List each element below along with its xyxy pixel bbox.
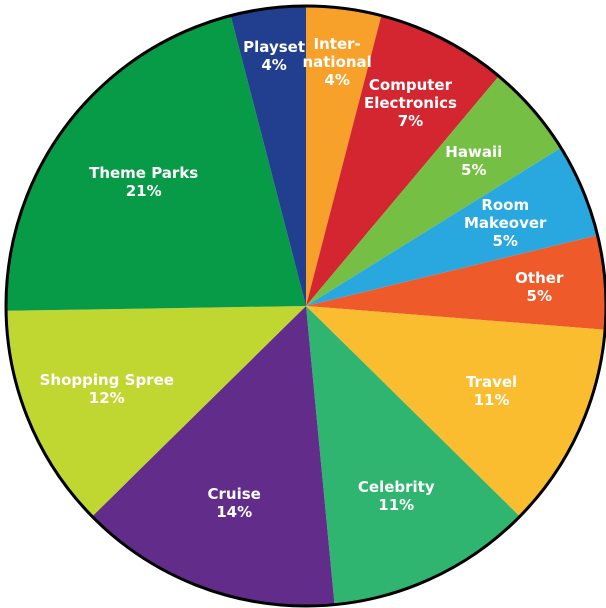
category-label: Shopping Spree [39, 371, 174, 390]
value-label: 11% [378, 495, 415, 514]
category-label: Celebrity [357, 477, 435, 496]
pie-slice [306, 147, 598, 306]
pie-slice [230, 6, 306, 306]
slice-label: Theme Parks 21% [89, 164, 198, 200]
value-label: 4% [324, 70, 350, 89]
slice-label: Other 5% [515, 269, 563, 305]
pie-slice [306, 306, 606, 517]
pie-outline [4, 4, 606, 608]
value-label: 12% [88, 389, 125, 408]
pie-slice [92, 306, 335, 606]
category-label: Travel [465, 372, 518, 391]
category-label: Room Makeover [463, 195, 547, 232]
pie-slice [306, 15, 499, 307]
pie-slice [306, 6, 382, 306]
slice-label: Cruise 14% [208, 485, 261, 521]
category-label: Computer Electronics [363, 76, 457, 113]
value-label: 5% [526, 287, 552, 306]
value-label: 4% [261, 56, 287, 75]
pie-slice [306, 235, 606, 330]
pie-slice [6, 306, 307, 517]
slice-label: Computer Electronics 7% [364, 76, 457, 130]
pie-slice [306, 76, 561, 306]
slice-label: Playset 4% [243, 38, 305, 74]
value-label: 11% [473, 390, 510, 409]
pie-slice [5, 15, 306, 311]
value-label: 5% [461, 160, 487, 179]
slice-label: Room Makeover 5% [464, 196, 546, 250]
slice-label: Hawaii 5% [445, 143, 502, 179]
category-label: Cruise [207, 485, 261, 504]
value-label: 5% [492, 231, 518, 250]
slice-label: Travel 11% [466, 373, 517, 409]
category-label: Playset [243, 38, 306, 57]
slice-label: Shopping Spree 12% [40, 371, 174, 407]
slice-label: Celebrity 11% [358, 478, 435, 514]
value-label: 21% [125, 182, 162, 201]
category-label: Theme Parks [89, 164, 199, 183]
category-label: Hawaii [445, 142, 503, 161]
value-label: 14% [216, 503, 253, 522]
pie-slice [306, 306, 520, 605]
value-label: 7% [397, 112, 424, 131]
slice-label: Inter- national 4% [302, 35, 371, 89]
category-label: Inter- national [302, 34, 372, 71]
category-label: Other [515, 269, 564, 288]
